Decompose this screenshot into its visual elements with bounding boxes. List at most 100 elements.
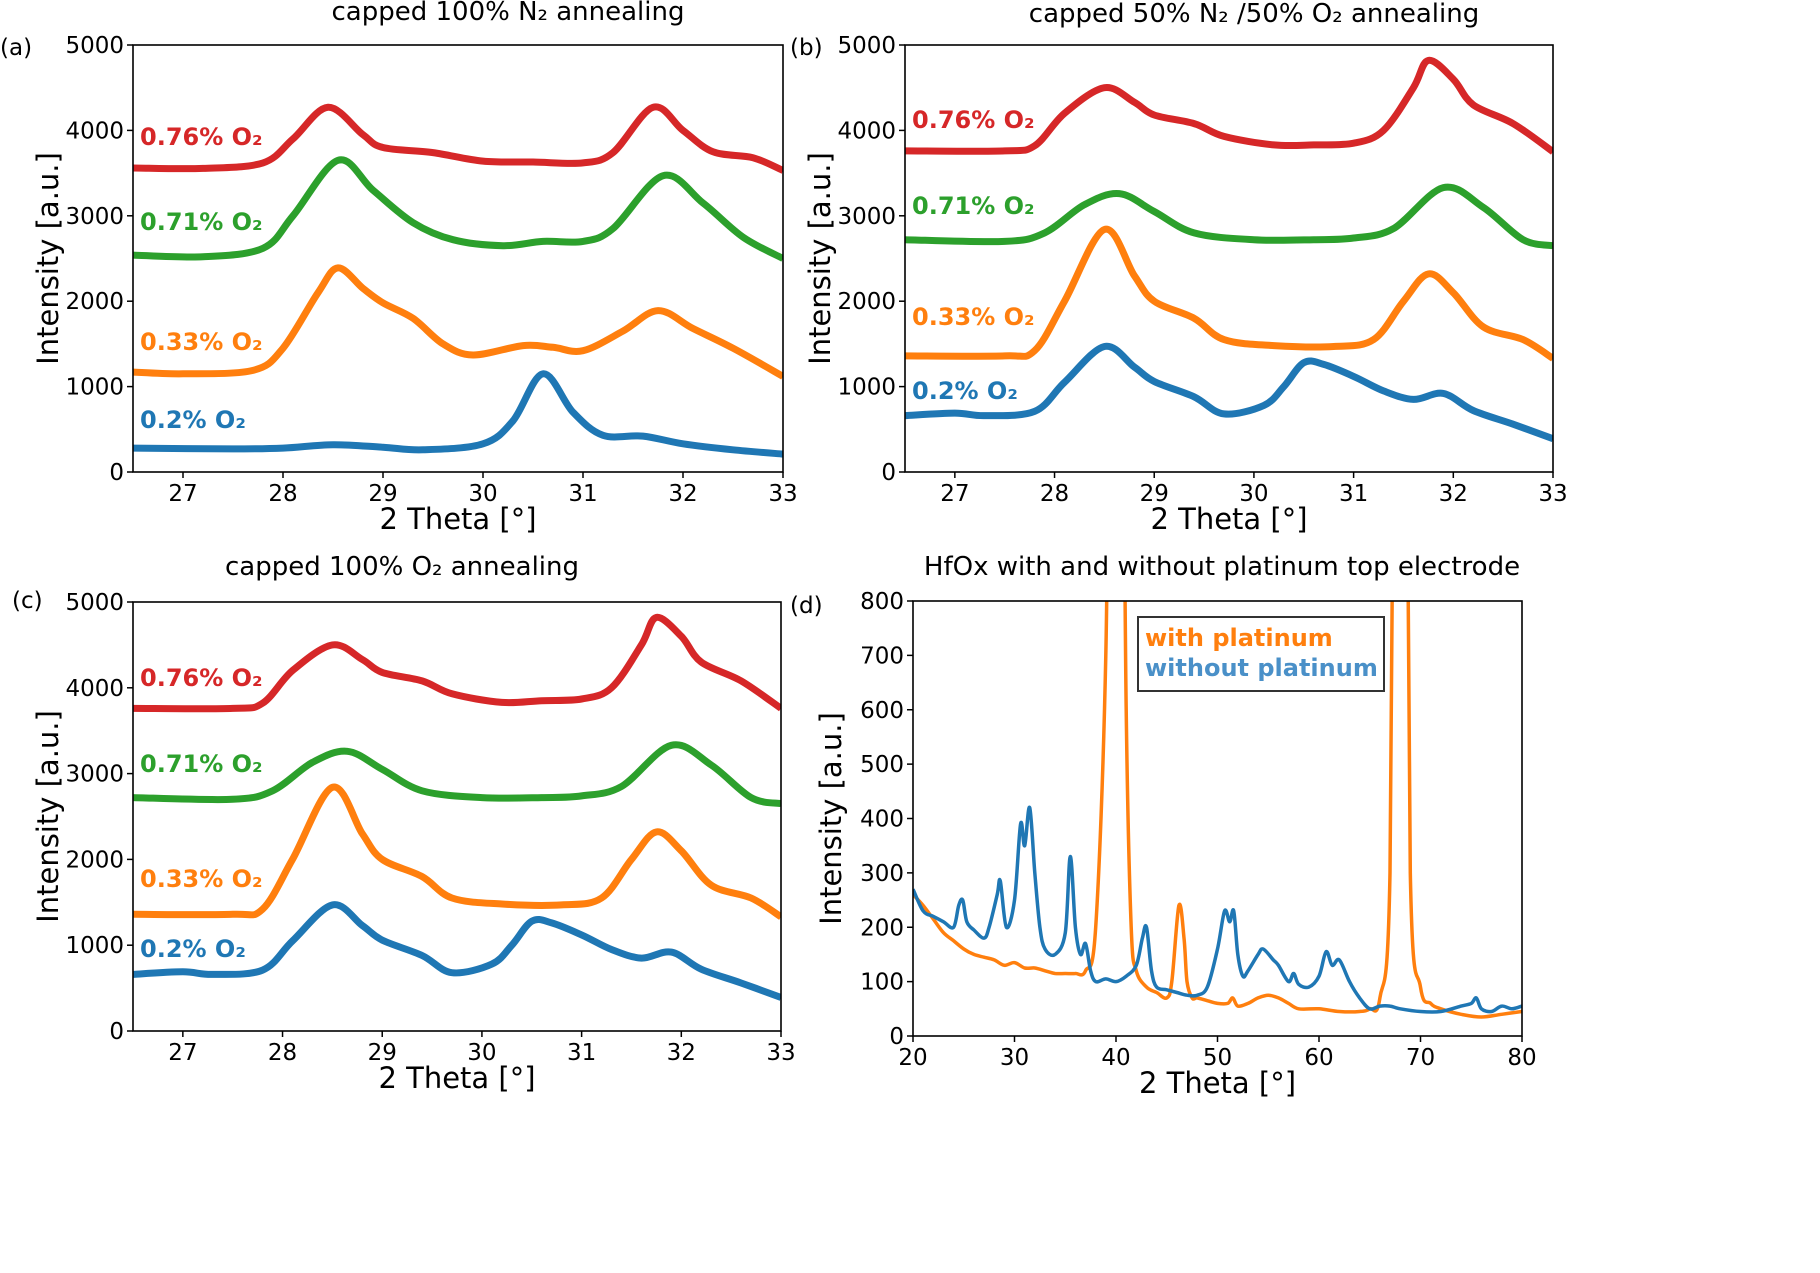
series-label: 0.76% O₂ [140, 664, 263, 692]
panel-letter: (d) [790, 593, 823, 619]
series-line-0 [133, 613, 781, 713]
x-axis-label: 2 Theta [°] [1139, 1066, 1296, 1100]
plot-frame [132, 601, 782, 1032]
x-tick-label: 32 [668, 481, 697, 507]
legend-box [1137, 616, 1385, 692]
x-tick-label: 28 [1040, 481, 1069, 507]
panel-letter: (b) [790, 35, 823, 61]
y-tick-label: 5000 [837, 33, 896, 59]
x-tick-label: 32 [1439, 481, 1468, 507]
x-tick-label: 33 [766, 1040, 795, 1066]
x-tick-label: 30 [467, 1040, 496, 1066]
legend-entry: without platinum [1145, 654, 1378, 682]
x-tick-label: 27 [168, 1040, 197, 1066]
chart-title: capped 100% N₂ annealing [332, 0, 685, 27]
series-label: 0.33% O₂ [912, 303, 1035, 331]
series-line-1 [133, 741, 781, 808]
series-line-1 [913, 805, 1522, 1014]
y-tick-label: 0 [881, 460, 896, 486]
plot-frame [904, 44, 1554, 473]
y-tick-label: 2000 [65, 289, 124, 315]
x-tick-label: 30 [468, 481, 497, 507]
y-tick-label: 0 [109, 460, 124, 486]
series-line-2 [133, 264, 783, 380]
series-label: 0.2% O₂ [912, 377, 1018, 405]
x-tick-label: 27 [940, 481, 969, 507]
series-label: 0.76% O₂ [912, 106, 1035, 134]
x-tick-label: 70 [1406, 1045, 1435, 1071]
x-tick-label: 33 [768, 481, 797, 507]
panel-b: 0.76% O₂ 0.71% O₂ 0.33% O₂ 0.2% O₂ 27 28 29 30 3… [790, 0, 1568, 536]
series-label: 0.33% O₂ [140, 865, 263, 893]
x-tick-label: 40 [1101, 1045, 1130, 1071]
x-tick-label: 33 [1538, 481, 1567, 507]
chart-title: HfOx with and without platinum top elect… [924, 552, 1520, 582]
series-line-3 [905, 342, 1553, 442]
y-tick-label: 1000 [65, 375, 124, 401]
y-tick-label: 3000 [837, 204, 896, 230]
series-line-2 [133, 783, 781, 920]
series-line-0 [133, 103, 783, 174]
y-tick-label: 700 [860, 643, 904, 669]
x-tick-label: 28 [268, 1040, 297, 1066]
series-line-1 [133, 156, 783, 262]
series-label: 0.76% O₂ [140, 123, 263, 151]
series-label: 0.71% O₂ [140, 208, 263, 236]
y-tick-label: 800 [860, 589, 904, 615]
plot-frame [132, 44, 784, 473]
y-tick-label: 3000 [65, 762, 124, 788]
x-tick-label: 31 [568, 481, 597, 507]
x-tick-label: 30 [1000, 1045, 1029, 1071]
y-tick-label: 2000 [837, 289, 896, 315]
series-line-3 [133, 370, 783, 458]
y-axis-label: Intensity [a.u.] [814, 712, 848, 925]
y-tick-label: 5000 [65, 590, 124, 616]
y-tick-label: 4000 [837, 118, 896, 144]
y-tick-label: 1000 [837, 375, 896, 401]
x-axis-label: 2 Theta [°] [379, 502, 536, 536]
y-tick-label: 2000 [65, 847, 124, 873]
x-tick-label: 20 [898, 1045, 927, 1071]
y-tick-label: 600 [860, 698, 904, 724]
y-axis-label: Intensity [a.u.] [31, 152, 65, 365]
y-tick-label: 400 [860, 807, 904, 833]
x-tick-label: 30 [1239, 481, 1268, 507]
x-tick-label: 31 [567, 1040, 596, 1066]
y-tick-label: 5000 [65, 33, 124, 59]
y-tick-label: 3000 [65, 204, 124, 230]
series-label: 0.2% O₂ [140, 935, 246, 963]
y-axis-label: Intensity [a.u.] [31, 710, 65, 923]
panel-letter: (c) [12, 588, 43, 614]
series-line-3 [133, 901, 781, 1001]
x-tick-label: 29 [368, 481, 397, 507]
x-axis-label: 2 Theta [°] [1150, 502, 1307, 536]
series-line-0 [905, 56, 1553, 155]
x-tick-label: 80 [1507, 1045, 1536, 1071]
chart-title: capped 100% O₂ annealing [225, 552, 579, 582]
series-label: 0.33% O₂ [140, 328, 263, 356]
y-tick-label: 200 [860, 915, 904, 941]
series-label: 0.71% O₂ [912, 192, 1035, 220]
panel-a: 0.76% O₂ 0.71% O₂ 0.33% O₂ 0.2% O₂ 27 28 29 30 3… [0, 0, 798, 536]
x-tick-label: 50 [1203, 1045, 1232, 1071]
y-tick-label: 4000 [65, 118, 124, 144]
chart-title: capped 50% N₂ /50% O₂ annealing [1029, 0, 1479, 29]
y-tick-label: 0 [109, 1019, 124, 1045]
y-tick-label: 0 [889, 1024, 904, 1050]
x-tick-label: 29 [368, 1040, 397, 1066]
x-tick-label: 28 [268, 481, 297, 507]
series-label: 0.2% O₂ [140, 406, 246, 434]
legend-entry: with platinum [1145, 624, 1333, 652]
y-tick-label: 4000 [65, 676, 124, 702]
x-tick-label: 31 [1339, 481, 1368, 507]
x-tick-label: 32 [667, 1040, 696, 1066]
panel-d: 20 30 40 50 60 70 8001002003004005006007008002… [790, 552, 1537, 1100]
y-tick-label: 100 [860, 970, 904, 996]
y-tick-label: 300 [860, 861, 904, 887]
y-axis-label: Intensity [a.u.] [803, 152, 837, 365]
x-tick-label: 27 [168, 481, 197, 507]
y-tick-label: 500 [860, 752, 904, 778]
series-line-2 [905, 225, 1553, 362]
x-tick-label: 60 [1304, 1045, 1333, 1071]
